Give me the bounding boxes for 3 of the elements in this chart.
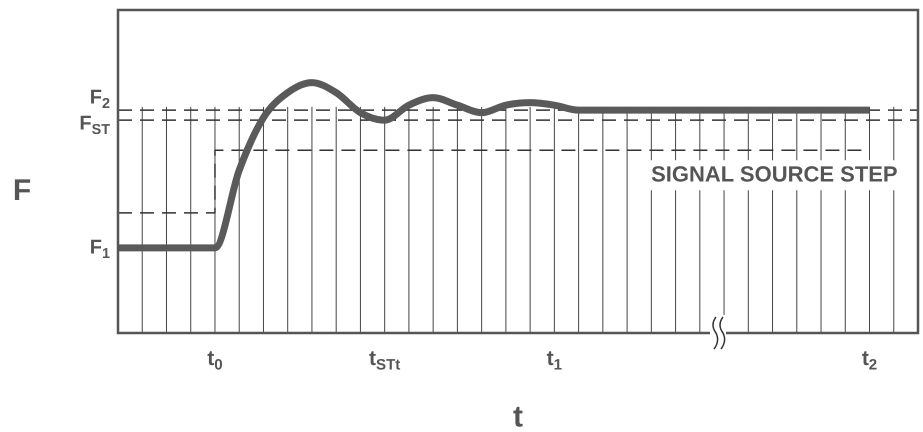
- x-axis-title: t: [513, 400, 524, 432]
- annotation: SIGNAL SOURCE STEP: [651, 161, 898, 186]
- y-axis-title: F: [12, 174, 32, 207]
